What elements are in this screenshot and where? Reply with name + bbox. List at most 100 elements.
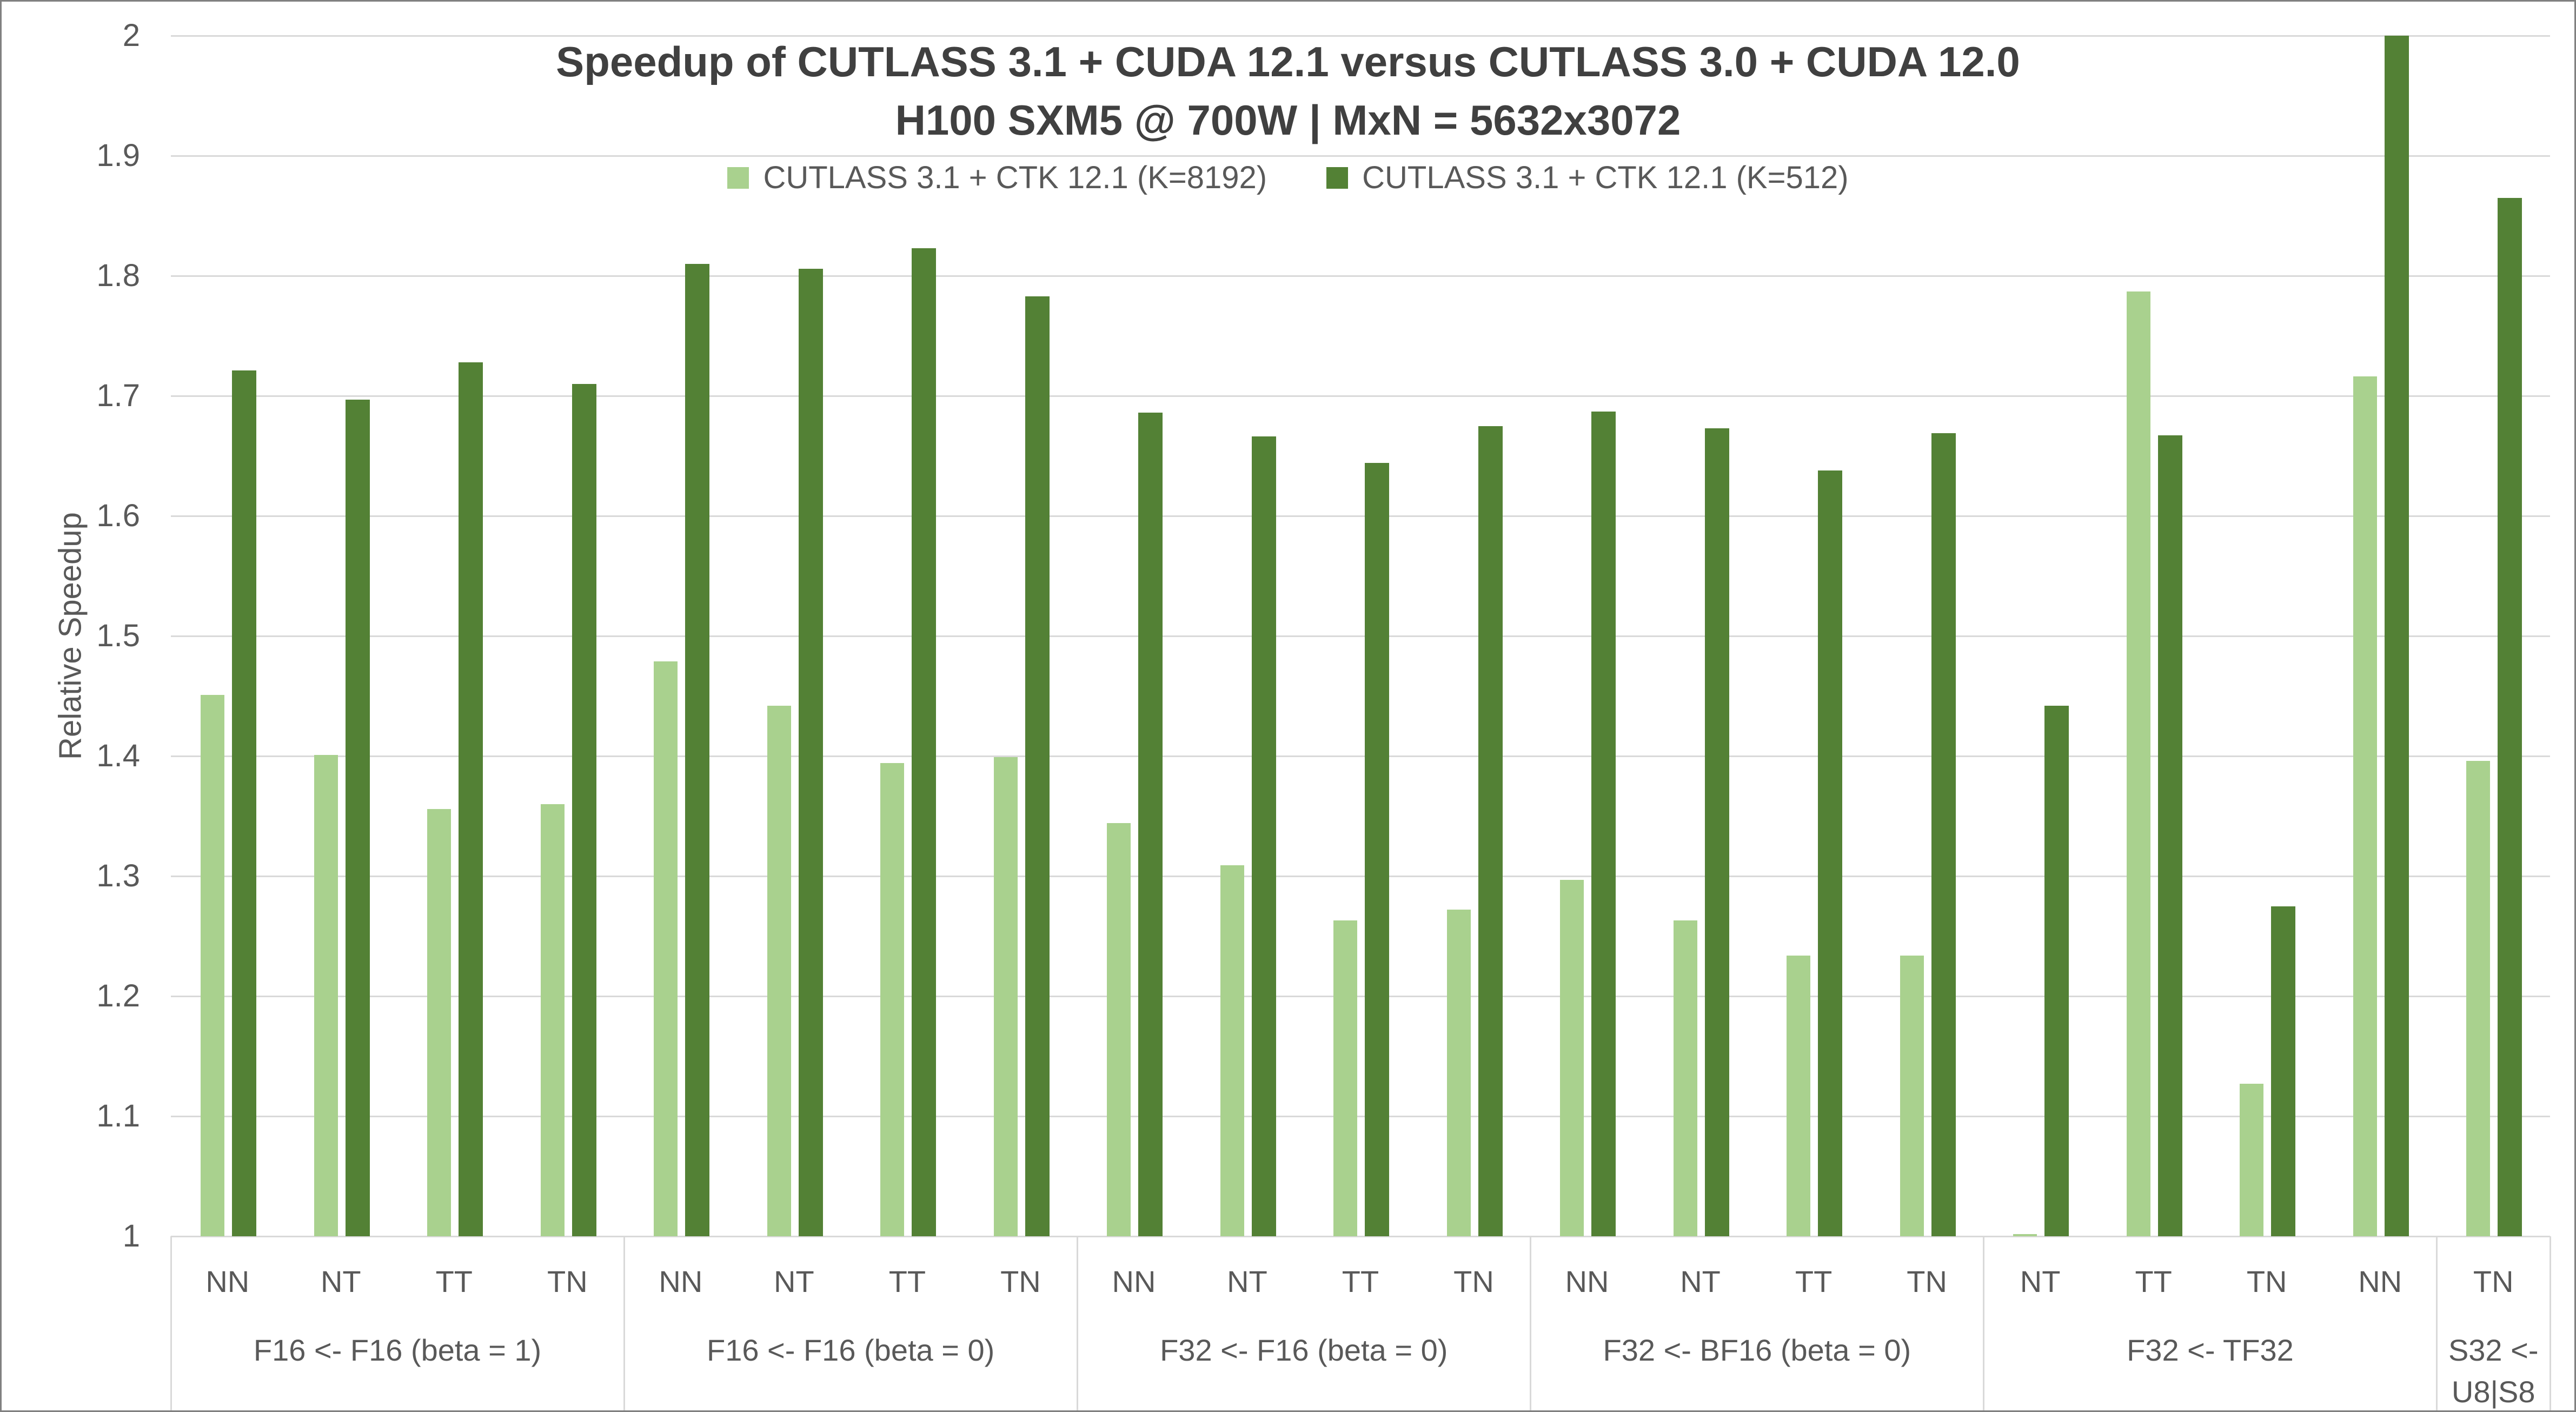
legend-label-k512: CUTLASS 3.1 + CTK 12.1 (K=512) [1362,160,1849,195]
category-label: TN [1000,1264,1041,1298]
bar-k8192-f32-4-nn [2353,376,2377,1236]
bar-k8192-f16-0-nt [314,754,338,1236]
category-label: NT [774,1264,814,1298]
gridline [171,275,2550,277]
bar-k512-f32-3-tt [1818,470,1843,1236]
bar-k8192-f16-1-nt [767,705,791,1236]
y-tick-label: 1.4 [96,738,140,773]
group-separator [1530,1236,1532,1410]
gridline [171,1116,2550,1117]
bar-k8192-f16-0-tn [540,804,565,1236]
y-tick-label: 1.6 [96,498,140,533]
category-label: TT [435,1264,473,1298]
category-label: NT [1227,1264,1267,1298]
chart-title: Speedup of CUTLASS 3.1 + CUDA 12.1 versu… [556,38,2020,85]
gridline [171,996,2550,997]
bar-k512-f16-1-nt [798,268,823,1236]
group-label: S32 <- U8|S8 [2448,1333,2539,1409]
bar-k512-f16-1-tn [1025,296,1050,1236]
legend-item-k8192: CUTLASS 3.1 + CTK 12.1 (K=8192) [727,161,1267,195]
bar-k8192-f32-4-tn [2240,1084,2264,1236]
bar-k8192-f32-2-nt [1220,865,1244,1236]
bar-k512-f32-2-nt [1251,436,1276,1236]
y-tick-label: 1.3 [96,858,140,893]
category-label: NT [2020,1264,2061,1298]
category-label: TT [888,1264,926,1298]
category-label: NT [320,1264,361,1298]
bar-k512-f16-1-tt [912,248,937,1236]
bar-k512-f32-4-nt [2044,705,2069,1236]
category-label: TN [547,1264,588,1298]
category-label: NN [1565,1264,1609,1298]
group-label: F32 <- F16 (beta = 0) [1160,1333,1448,1367]
category-label: NN [205,1264,250,1298]
gridline [171,635,2550,637]
y-tick-label: 1.7 [96,378,140,413]
y-tick-label: 1.2 [96,978,140,1013]
category-label: NN [659,1264,703,1298]
group-separator [170,1236,172,1410]
legend: CUTLASS 3.1 + CTK 12.1 (K=8192) CUTLASS … [2,161,2574,195]
category-label: TN [1453,1264,1494,1298]
bar-k512-f32-3-nt [1704,428,1729,1236]
bar-k8192-f32-3-tn [1900,955,1924,1236]
y-tick-label: 1.9 [96,138,140,173]
bar-k512-f32-3-tn [1931,433,1956,1236]
category-label: TN [2246,1264,2287,1298]
bar-k512-f32-4-nn [2384,36,2409,1236]
gridline [171,515,2550,517]
bar-k8192-f16-0-tt [427,808,452,1236]
y-tick-label: 1.8 [96,258,140,293]
bar-k512-f16-0-nn [232,370,256,1236]
bar-k8192-f16-1-tn [993,757,1018,1236]
gridline [171,395,2550,397]
category-label: TN [1907,1264,1947,1298]
bar-k512-f32-2-tn [1478,426,1503,1236]
bar-k512-f16-0-nt [345,399,370,1236]
group-label: F32 <- BF16 (beta = 0) [1603,1333,1911,1367]
category-label: NT [1680,1264,1721,1298]
bar-k8192-f32-3-nn [1560,879,1584,1236]
group-separator [623,1236,626,1410]
bar-k8192-f16-0-nn [201,694,224,1236]
bar-k512-f32-4-tt [2157,435,2182,1236]
bar-k8192-f16-1-nn [654,661,678,1236]
bar-k8192-s32-5-tn [2466,760,2491,1236]
bar-k8192-f16-1-tt [880,763,905,1236]
bar-k512-f16-0-tn [572,383,596,1236]
chart-subtitle: H100 SXM5 @ 700W | MxN = 5632x3072 [895,96,1681,144]
gridline [171,35,2550,37]
y-tick-label: 1.1 [96,1098,140,1133]
category-label: TT [1342,1264,1379,1298]
group-label: F16 <- F16 (beta = 0) [707,1333,995,1367]
bar-k512-f32-4-tn [2271,906,2296,1236]
gridline [171,755,2550,757]
category-label: TN [2473,1264,2514,1298]
gridline [171,876,2550,877]
y-axis-title: Relative Speedup [52,512,88,760]
group-separator [2550,1236,2551,1410]
bar-k512-f32-2-tt [1365,463,1390,1236]
bar-k512-f16-0-tt [459,362,483,1236]
bar-k512-f32-3-nn [1591,411,1616,1236]
bar-k8192-f32-2-nn [1107,823,1131,1236]
group-separator [1983,1236,1985,1410]
category-label: TT [1795,1264,1833,1298]
legend-swatch-k512 [1326,167,1349,189]
bar-k512-s32-5-tn [2498,197,2522,1236]
y-tick-label: 2 [122,18,140,53]
bar-k8192-f32-2-tt [1333,920,1358,1236]
y-tick-label: 1 [122,1218,140,1254]
category-label: TT [2135,1264,2172,1298]
category-label: NN [1112,1264,1156,1298]
legend-item-k512: CUTLASS 3.1 + CTK 12.1 (K=512) [1326,160,1849,195]
bar-k512-f32-2-nn [1138,413,1163,1236]
bar-k8192-f32-3-tt [1787,955,1811,1236]
group-separator [1077,1236,1079,1410]
legend-label-k8192: CUTLASS 3.1 + CTK 12.1 (K=8192) [763,160,1267,195]
group-label: F32 <- TF32 [2127,1333,2294,1367]
bar-k8192-f32-4-nt [2013,1234,2037,1236]
group-label: F16 <- F16 (beta = 1) [253,1333,542,1367]
category-label: NN [2358,1264,2402,1298]
